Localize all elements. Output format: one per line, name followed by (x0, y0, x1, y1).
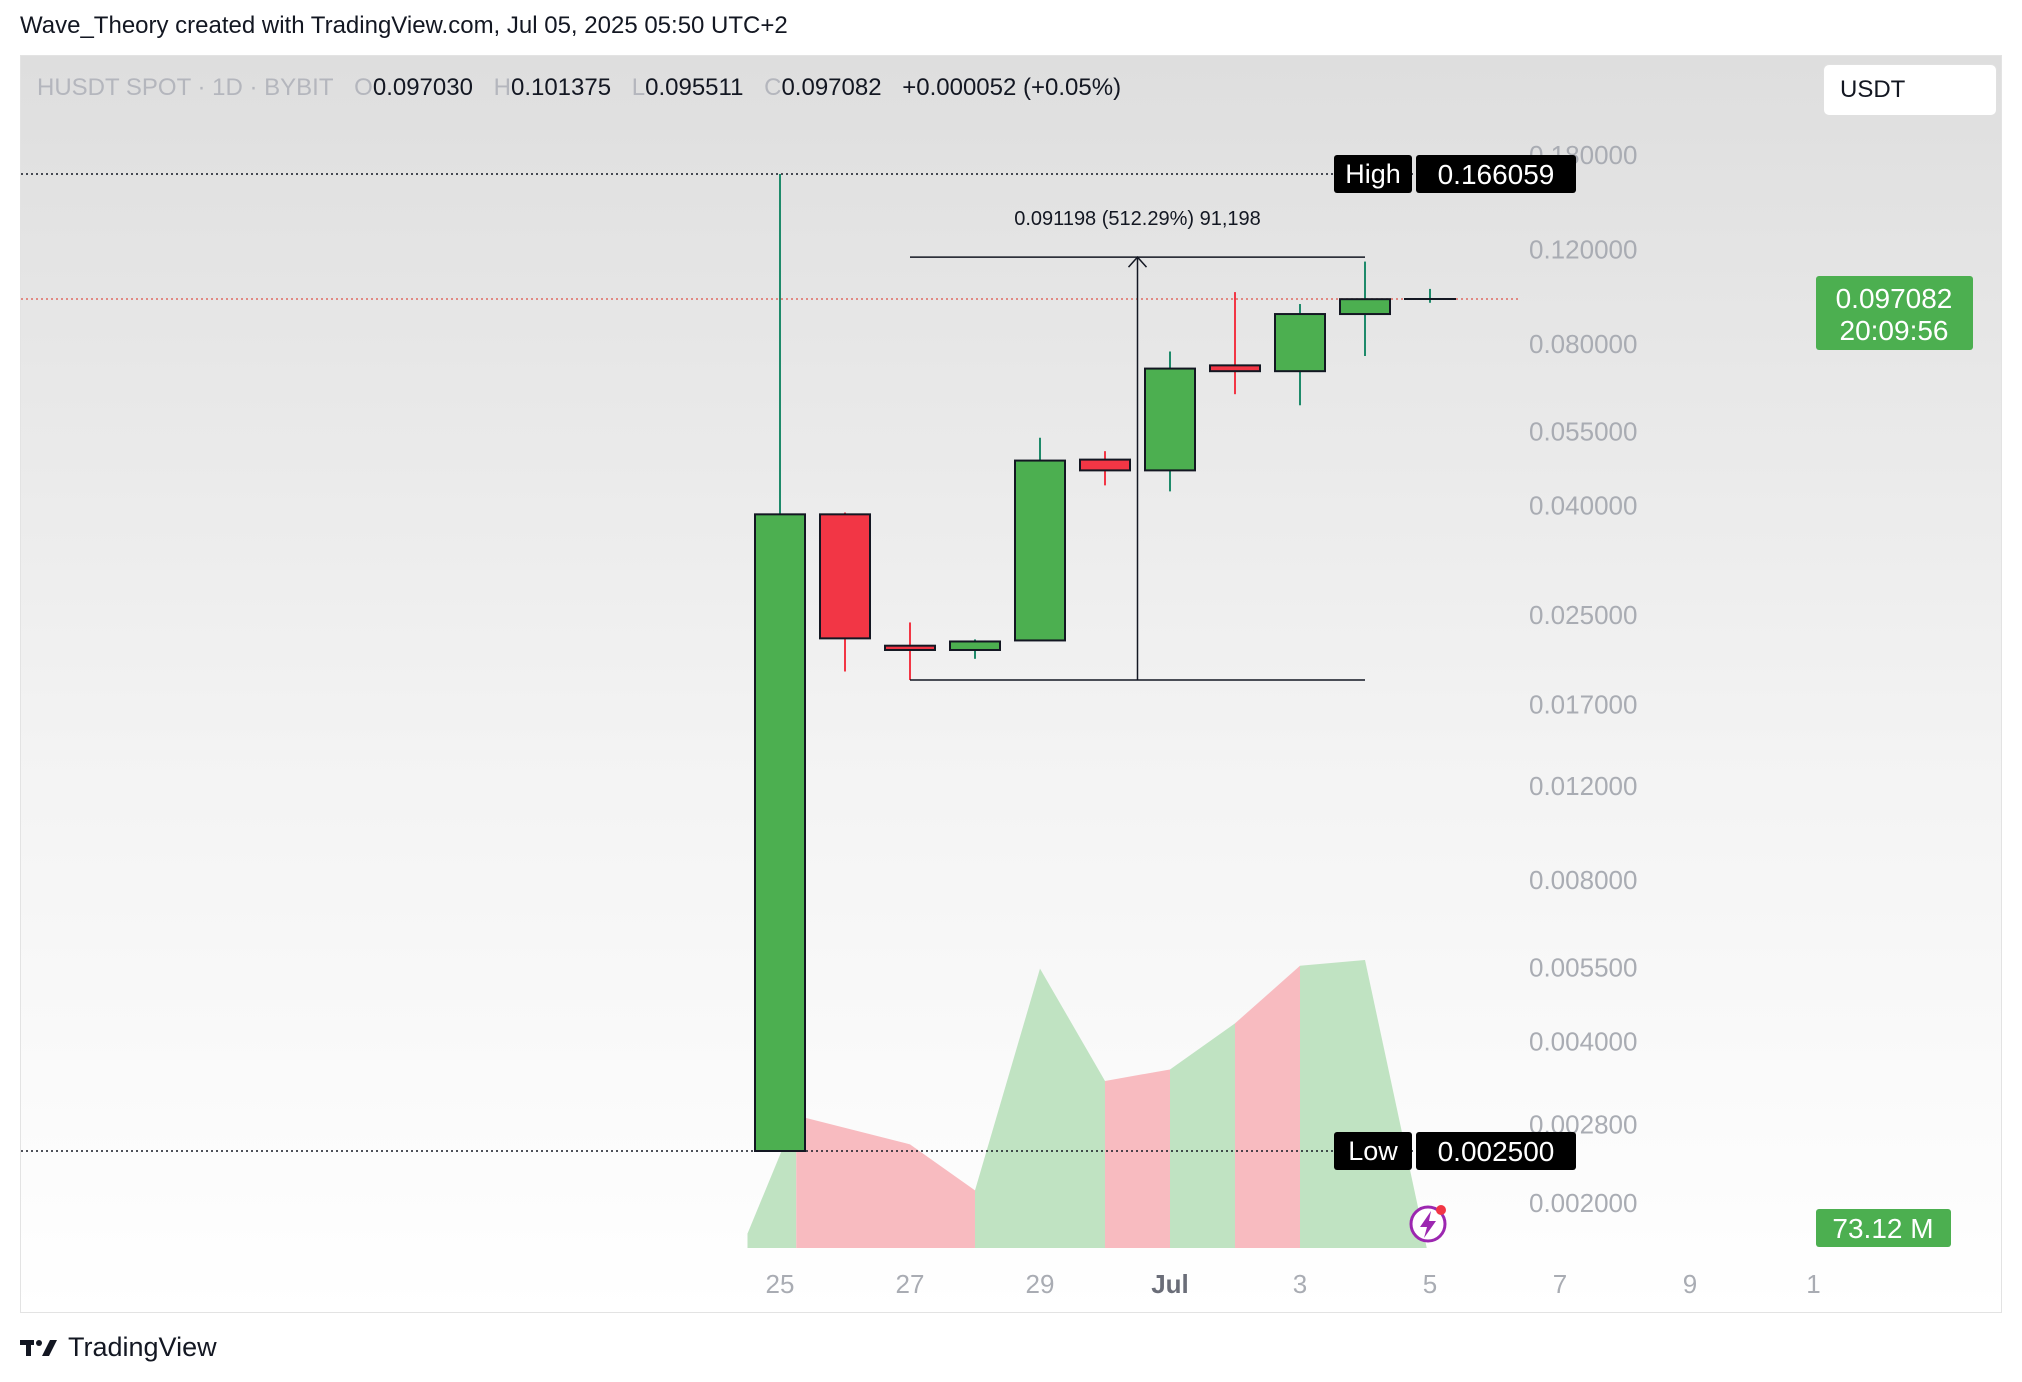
y-axis-tick-label: 0.080000 (1529, 329, 1637, 359)
tradingview-logo-icon (20, 1338, 60, 1358)
low-value: 0.095511 (645, 74, 744, 101)
volume-area-segment (1040, 968, 1105, 1248)
candle-body (819, 513, 871, 640)
chart-credit: Wave_Theory created with TradingView.com… (20, 12, 788, 39)
volume-area-segment (1105, 1069, 1170, 1248)
change-value: +0.000052 (+0.05%) (902, 74, 1122, 101)
high-price-label-value-text: 0.166059 (1438, 159, 1555, 190)
bolt-icon[interactable] (1409, 1205, 1447, 1243)
x-axis-tick-label: 27 (896, 1269, 925, 1299)
volume-area-segment (975, 968, 1040, 1248)
low-price-label-value-text: 0.002500 (1438, 1136, 1555, 1167)
volume-area-segment (1365, 960, 1427, 1248)
measure-text: 0.091198 (512.29%) 91,198 (1014, 208, 1261, 230)
ohlc-legend: HUSDT SPOT · 1D · BYBIT O0.097030 H0.101… (37, 74, 1135, 102)
bolt-icon-glyph (1420, 1211, 1436, 1238)
footer-brand[interactable]: TradingView (20, 1332, 217, 1363)
high-price-label-tag-bg (1334, 155, 1412, 193)
volume-area-segment (1235, 965, 1300, 1248)
measure-arrow-head (1127, 256, 1148, 268)
candle-body (1339, 298, 1391, 316)
countdown-value: 20:09:56 (1840, 315, 1949, 346)
x-axis-tick-label: 5 (1423, 1269, 1437, 1299)
volume-tag: 73.12 M (1816, 1209, 1951, 1247)
y-axis-tick-label: 0.002000 (1529, 1188, 1637, 1218)
chart-panel[interactable]: 0.180000 0.120000 0.080000 0.055000 0.040000… (20, 55, 2002, 1313)
low-price-label-tag-text: Low (1348, 1136, 1398, 1166)
y-axis-tick-label: 0.004000 (1529, 1027, 1637, 1057)
y-axis-tick-label: 0.055000 (1529, 416, 1637, 446)
x-axis-tick-label: 29 (1026, 1269, 1055, 1299)
close-label: C (764, 74, 782, 101)
candlestick-chart[interactable]: 0.1800000.1200000.0800000.0550000.040000… (21, 56, 2002, 1313)
symbol-label: HUSDT SPOT · 1D · BYBIT (37, 74, 334, 101)
open-label: O (354, 74, 373, 101)
candle-body (754, 513, 806, 1152)
x-axis-tick-label: 9 (1683, 1269, 1697, 1299)
x-axis-tick-label: 1 (1806, 1269, 1820, 1299)
y-axis-tick-label: 0.040000 (1529, 490, 1637, 520)
volume-value: 73.12 M (1832, 1213, 1933, 1244)
low-label: L (631, 74, 646, 101)
candle-body (1079, 458, 1131, 472)
high-price-label-value-bg (1416, 155, 1576, 193)
high-label: H (493, 74, 511, 101)
close-value: 0.097082 (781, 74, 882, 101)
currency-selector[interactable]: USDT (1823, 64, 1997, 116)
volume-area-segment (1170, 1023, 1235, 1248)
y-axis-tick-label: 0.005500 (1529, 952, 1637, 982)
x-axis-tick-label: 7 (1553, 1269, 1567, 1299)
candle-body (1014, 459, 1066, 642)
y-axis-tick-label: 0.120000 (1529, 235, 1637, 265)
candle-body (1209, 364, 1261, 373)
volume-area-segment (910, 1144, 975, 1248)
low-price-label-value-bg (1416, 1132, 1576, 1170)
volume-tag-bg (1816, 1209, 1951, 1247)
last-price-tag-bg (1816, 275, 1973, 350)
candle-body (1144, 367, 1196, 472)
brand-name: TradingView (68, 1332, 217, 1362)
y-axis-tick-label: 0.017000 (1529, 690, 1637, 720)
last-price-value: 0.097082 (1836, 283, 1953, 314)
candle-body (884, 644, 936, 651)
volume-area-segment (796, 1115, 910, 1248)
open-value: 0.097030 (372, 74, 473, 101)
candle-body (1274, 313, 1326, 373)
low-price-label: Low 0.002500 (1334, 1132, 1576, 1170)
high-price-label-tag-text: High (1345, 159, 1401, 189)
low-price-label-tag-bg (1334, 1132, 1412, 1170)
y-axis-tick-label: 0.012000 (1529, 771, 1637, 801)
candle-body (949, 640, 1001, 651)
bolt-icon-dot (1436, 1205, 1446, 1215)
x-axis-tick-label: Jul (1151, 1269, 1189, 1299)
x-axis-tick-label: 25 (766, 1269, 795, 1299)
high-value: 0.101375 (510, 74, 612, 101)
y-axis-tick-label: 0.025000 (1529, 600, 1637, 630)
x-axis-tick-label: 3 (1293, 1269, 1307, 1299)
y-axis-tick-label: 0.008000 (1529, 865, 1637, 895)
volume-area-segment (1300, 960, 1365, 1248)
high-price-label: High 0.166059 (1334, 155, 1576, 193)
